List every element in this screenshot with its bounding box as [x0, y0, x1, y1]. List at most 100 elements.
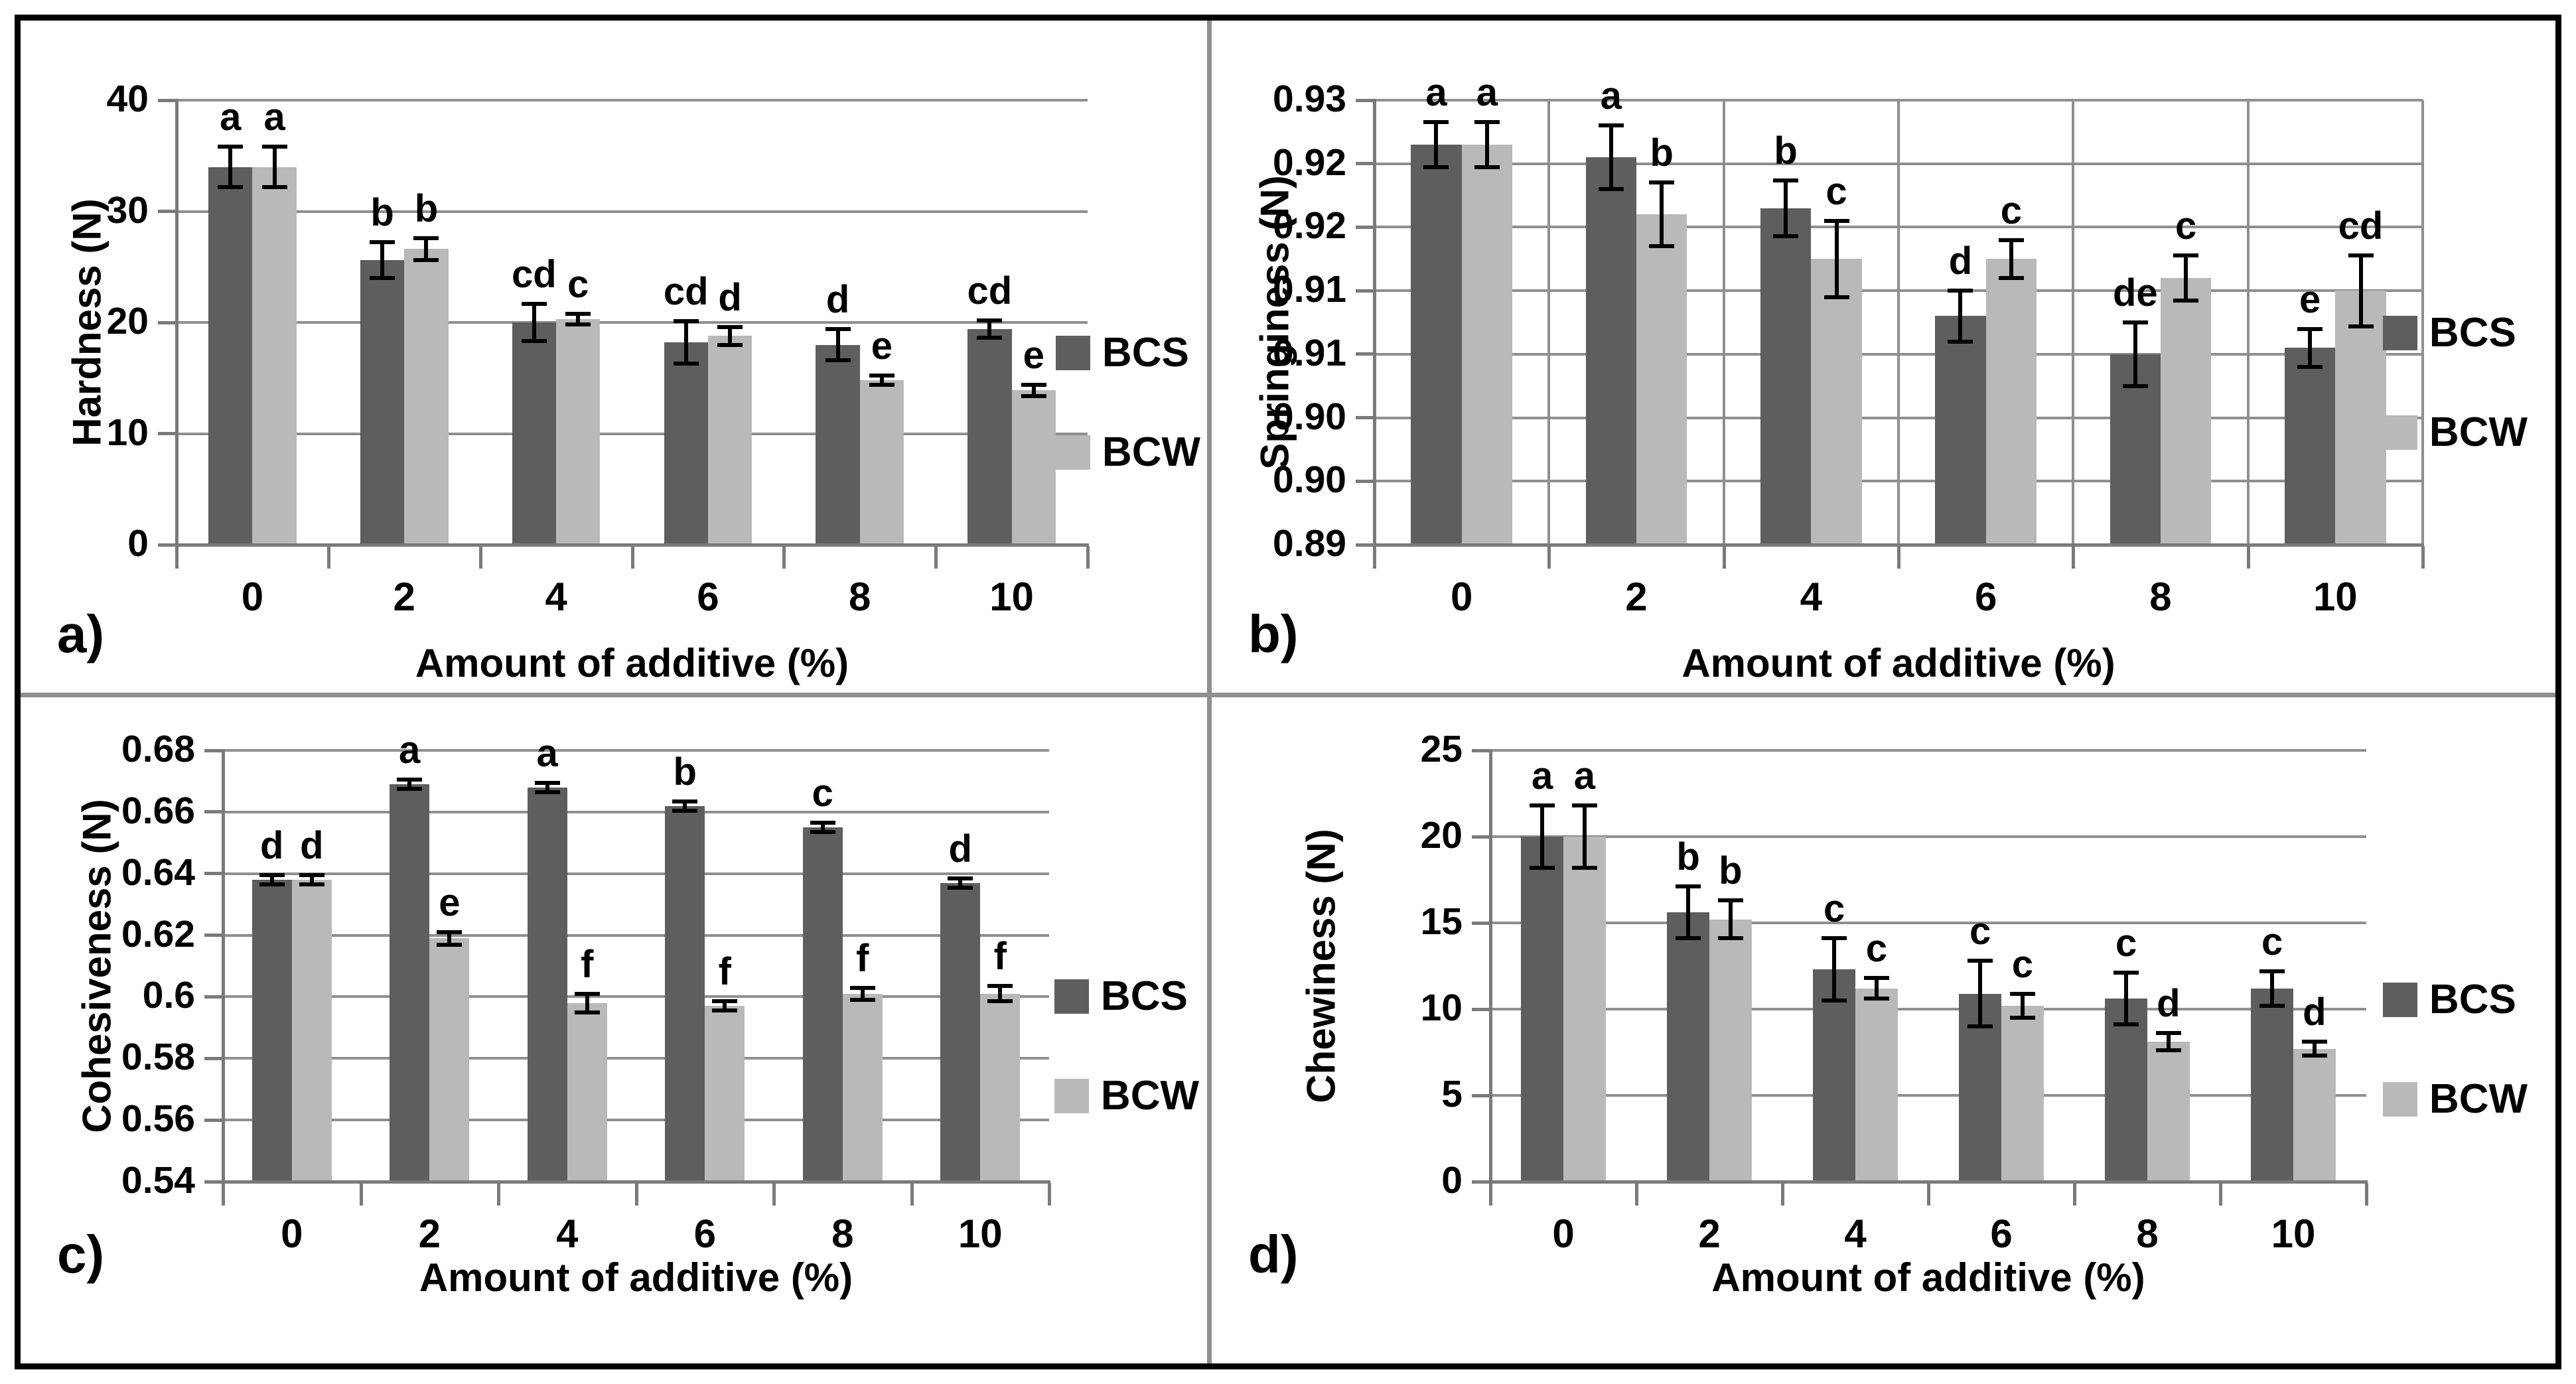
bar-bcw-10	[2293, 1048, 2336, 1182]
bar-bcs-2	[1667, 912, 1709, 1182]
error-bar	[2308, 328, 2313, 367]
x-tick-label: 6	[693, 1211, 716, 1256]
error-bar-cap	[987, 999, 1013, 1004]
error-bar-cap	[672, 799, 698, 803]
x-tick-label: 2	[1625, 575, 1648, 619]
x-tick-label: 4	[1800, 575, 1822, 619]
significance-letter: cd	[2338, 204, 2384, 247]
error-bar-cap	[1863, 976, 1889, 981]
x-tick-mark	[910, 1183, 914, 1206]
significance-letter: c	[1823, 887, 1845, 931]
x-tick-mark	[1547, 546, 1551, 569]
x-axis-line	[222, 1180, 1050, 1184]
y-tick-label: 0.54	[121, 1159, 195, 1202]
error-bar-cap	[1571, 803, 1597, 808]
error-bar-cap	[712, 999, 738, 1004]
error-bar	[1484, 121, 1489, 168]
y-tick-label: 0.92	[1273, 141, 1346, 184]
legend-label: BCS	[1100, 973, 1188, 1019]
x-tick-mark	[2246, 546, 2250, 569]
y-tick-label: 0.90	[1273, 395, 1346, 438]
error-bar-cap	[2301, 1054, 2327, 1058]
error-bar-cap	[437, 930, 463, 934]
bar-bcs-4	[527, 787, 567, 1182]
error-bar-cap	[810, 821, 835, 825]
error-bar-cap	[397, 778, 423, 782]
x-tick-mark	[2421, 546, 2425, 569]
bar-bcs-0	[1521, 837, 1563, 1182]
error-bar	[958, 878, 963, 888]
error-bar	[1728, 900, 1733, 939]
significance-letter: c	[1865, 927, 1888, 971]
bar-bcw-2	[404, 249, 449, 545]
x-tick-mark	[1635, 1183, 1638, 1206]
y-tick-mark	[158, 320, 177, 324]
error-bar-cap	[259, 882, 285, 886]
bar-bcs-4	[1760, 208, 1812, 545]
error-bar-cap	[1530, 865, 1555, 870]
error-bar	[424, 238, 429, 261]
error-bar-cap	[1822, 936, 1847, 941]
significance-letter: c	[2261, 920, 2283, 963]
error-bar-cap	[565, 311, 591, 316]
error-bar-cap	[849, 985, 875, 990]
error-bar-cap	[948, 885, 973, 890]
error-bar-cap	[987, 984, 1013, 989]
significance-letter: f	[581, 942, 594, 986]
significance-letter: a	[1573, 754, 1596, 798]
legend-item-bcw: BCW	[1054, 1075, 1199, 1117]
plot-area-b: 0.89 0.90 0.90 0.91 0.91 0.92 0.92 0.93 a a b d de e a…	[1273, 72, 2425, 619]
gridline	[223, 872, 1049, 875]
legend-label: BCW	[2429, 1076, 2528, 1122]
error-bar-cap	[1676, 884, 1701, 889]
error-bar	[1834, 220, 1839, 297]
y-tick-mark	[1356, 479, 1374, 483]
gridline	[1490, 749, 2366, 752]
significance-letter: d	[825, 278, 850, 322]
error-bar-cap	[1717, 936, 1743, 941]
y-tick-mark	[1356, 543, 1374, 547]
y-tick-label: 5	[1441, 1073, 1463, 1115]
bar-bcw-4	[567, 1003, 607, 1182]
error-bar-cap	[1021, 393, 1046, 398]
y-tick-label: 0.93	[1273, 78, 1346, 120]
x-tick-label: 8	[2136, 1211, 2159, 1256]
error-bar-cap	[869, 382, 894, 387]
bar-bcw-0	[252, 167, 297, 545]
y-tick-mark	[1472, 1093, 1490, 1097]
gridline	[1490, 1008, 2366, 1010]
significance-letter: f	[718, 950, 731, 994]
legend-swatch-bcw-icon	[1054, 1079, 1089, 1113]
error-bar-cap	[2155, 1031, 2181, 1036]
significance-letter: de	[2112, 271, 2158, 314]
legend-item-bcs: BCS	[2382, 312, 2528, 354]
y-tick-label: 40	[106, 78, 149, 120]
y-tick-label: 25	[1420, 728, 1463, 770]
y-tick-mark	[204, 810, 223, 814]
y-tick-label: 0.89	[1273, 522, 1346, 565]
error-bar	[1660, 182, 1664, 247]
bar-bcs-8	[2105, 999, 2147, 1182]
error-bar-cap	[2155, 1048, 2181, 1053]
error-bar	[2020, 993, 2025, 1018]
x-tick-mark	[630, 546, 634, 569]
error-bar-cap	[2301, 1040, 2327, 1044]
y-tick-label: 0.92	[1273, 204, 1346, 247]
x-tick-mark	[1897, 546, 1900, 569]
error-bar-cap	[1598, 187, 1624, 191]
bar-bcw-2	[1709, 919, 1752, 1182]
error-bar-cap	[673, 319, 699, 324]
significance-letter: f	[993, 935, 1007, 979]
error-bar-cap	[370, 240, 395, 245]
error-bar-cap	[299, 882, 324, 886]
error-bar	[2124, 973, 2129, 1025]
error-bar	[860, 987, 865, 1001]
x-tick-mark	[634, 1183, 638, 1206]
error-bar	[2184, 255, 2188, 301]
error-bar-cap	[977, 318, 1003, 322]
y-tick-mark	[204, 1056, 223, 1060]
legend-item-bcs: BCS	[1055, 332, 1200, 374]
y-tick-mark	[1472, 921, 1490, 925]
significance-letter: cd	[512, 252, 557, 296]
bar-bcw-4	[1811, 259, 1862, 545]
